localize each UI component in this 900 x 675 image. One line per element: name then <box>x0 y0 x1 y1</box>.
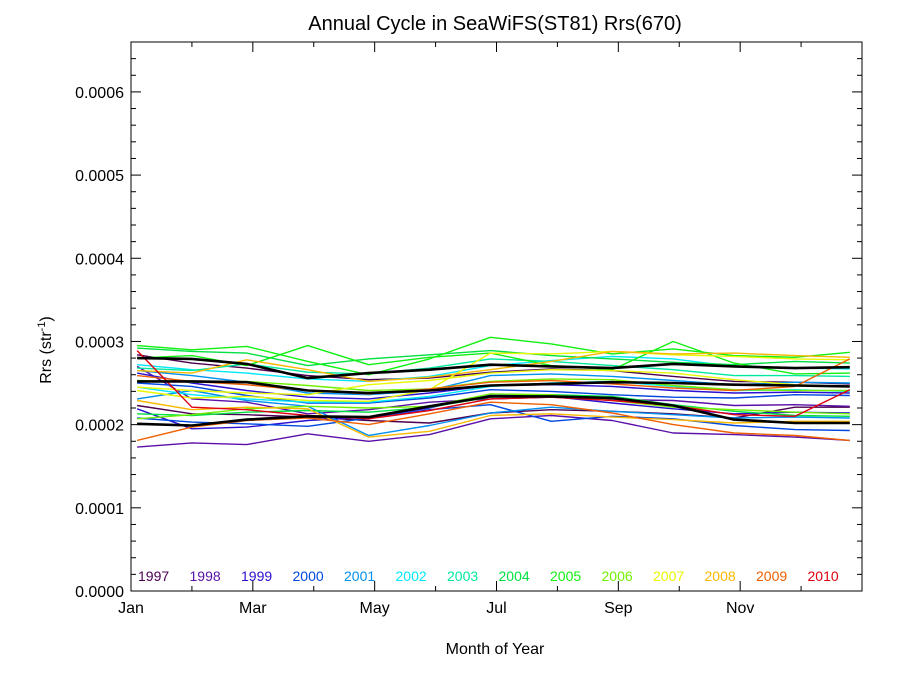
y-tick-label: 0.0002 <box>75 418 124 435</box>
y-tick-label: 0.0005 <box>75 168 124 185</box>
x-tick-label: Jan <box>118 600 144 617</box>
legend-entry-2003: 2003 <box>447 568 478 584</box>
legend-entry-2002: 2002 <box>396 568 427 584</box>
series-line-2008-21 <box>137 350 850 383</box>
legend-entry-2007: 2007 <box>653 568 684 584</box>
axes: 0.0000 0.0001 0.0002 0.0003 0.0004 0.0005 0.00… <box>75 41 863 617</box>
series-lines <box>136 336 851 448</box>
x-tick-label: Mar <box>239 600 267 617</box>
legend-entry-1997: 1997 <box>138 568 169 584</box>
series-line-1997-1 <box>136 354 850 385</box>
legend-entry-2008: 2008 <box>705 568 736 584</box>
x-tick-label: Nov <box>726 600 754 617</box>
series-line-2007-20 <box>137 369 850 396</box>
plot-frame <box>130 41 863 592</box>
legend-entry-2010: 2010 <box>808 568 839 584</box>
series-line-mean-27 <box>137 356 850 380</box>
legend-entry-2009: 2009 <box>756 568 787 584</box>
legend-entry-2004: 2004 <box>499 568 530 584</box>
series-line-2000-7 <box>137 404 850 432</box>
series-line-2006-18 <box>137 393 850 420</box>
legend-entry-2006: 2006 <box>602 568 633 584</box>
legend-entry-2001: 2001 <box>344 568 375 584</box>
legend-entry-1998: 1998 <box>190 568 221 584</box>
x-axis-label: Month of Year <box>446 641 545 658</box>
series-line-2005-15 <box>137 336 850 376</box>
series-line-1999-4 <box>136 394 850 430</box>
y-tick-label: 0.0001 <box>75 501 124 518</box>
y-tick-label: 0.0003 <box>75 334 124 351</box>
series-line-1998-2 <box>137 414 850 448</box>
y-tick-label: 0.0006 <box>75 85 124 102</box>
x-tick-label: Jul <box>486 600 506 617</box>
chart-title: Annual Cycle in SeaWiFS(ST81) Rrs(670) <box>308 13 681 35</box>
legend-entry-1999: 1999 <box>241 568 272 584</box>
y-tick-label: 0.0000 <box>75 584 124 601</box>
x-tick-label: May <box>360 600 390 617</box>
y-tick-label: 0.0004 <box>75 251 124 268</box>
series-line-2004-13 <box>137 347 850 367</box>
series-line-mean-28 <box>137 395 850 427</box>
series-line-2001-9 <box>136 389 850 437</box>
y-axis-label: Rrs (str-1) <box>36 316 55 384</box>
legend-entry-2000: 2000 <box>293 568 324 584</box>
legend: 1997 1998 1999 2000 2001 2002 2003 2004 2005 2006… <box>138 568 839 584</box>
series-line-2007-19 <box>137 350 850 402</box>
legend-entry-2005: 2005 <box>550 568 581 584</box>
series-line-2008-22 <box>136 399 850 438</box>
x-tick-label: Sep <box>604 600 633 617</box>
series-line-mean-26 <box>137 380 850 395</box>
series-line-2009-24 <box>137 358 851 395</box>
series-line-2010-25 <box>136 350 851 420</box>
series-line-2000-6 <box>137 382 850 404</box>
